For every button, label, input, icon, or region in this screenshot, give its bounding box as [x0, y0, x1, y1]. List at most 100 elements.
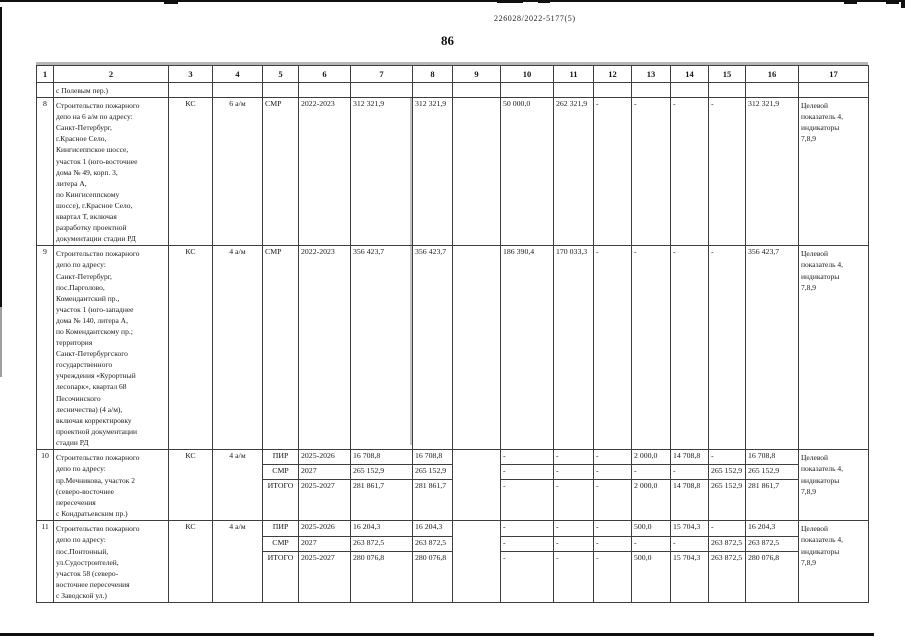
- amount-c7: 312 321,9: [350, 97, 413, 247]
- cont-row-empty-c5: [262, 81, 299, 99]
- customer-code: КС: [168, 449, 213, 522]
- scan-artifact-top-blob-2: [497, 0, 523, 3]
- amount-c13: 500,0: [631, 520, 671, 537]
- cont-row-empty-c17: [798, 81, 869, 99]
- col-header-14: 14: [670, 65, 709, 83]
- period: 2022-2023: [298, 97, 351, 247]
- amount-c10: -: [500, 449, 554, 466]
- cont-row-empty-c8: [412, 81, 453, 99]
- amount-c11: 262 321,9: [553, 97, 594, 247]
- cont-row-num: [36, 81, 54, 99]
- amount-c15: 263 872,5: [708, 550, 746, 603]
- table-body: с Полевым пер.) 8 Строительство пожарного …: [36, 81, 869, 603]
- amount-c14: -: [670, 97, 709, 247]
- cont-row-empty-c3: [168, 81, 213, 99]
- customer-code: КС: [168, 97, 213, 247]
- customer-code: КС: [168, 520, 213, 603]
- amount-c8: 356 423,7: [412, 245, 453, 451]
- stage: СМР: [262, 97, 299, 247]
- capacity: 6 а/м: [212, 97, 263, 247]
- cont-row-empty-c15: [708, 81, 746, 99]
- amount-c11: -: [553, 449, 594, 466]
- table-row-11-line-3: ИТОГО 2025-2027 280 076,8 280 076,8- - -500,0…: [37, 550, 869, 603]
- amount-c15: -: [708, 449, 746, 466]
- amount-c14: -: [670, 464, 709, 481]
- target-indicator: Целевой показатель 4, индикаторы 7,8,9: [798, 520, 869, 603]
- cont-row-empty-c12: [593, 81, 632, 99]
- period: 2025-2026: [298, 520, 351, 537]
- amount-c16: 16 708,8: [745, 449, 799, 466]
- object-address: Строительство пожарного депо по адресу: …: [53, 245, 169, 451]
- row-number: 8: [36, 97, 54, 247]
- amount-c16: 356 423,7: [745, 245, 799, 451]
- amount-c8: 16 204,3: [412, 520, 453, 537]
- table-row-10-line-3: ИТОГО 2025-2027 281 861,7 281 861,7- - -2 000…: [37, 479, 869, 522]
- period: 2027: [298, 535, 351, 552]
- capacity: 4 а/м: [212, 245, 263, 451]
- amount-c7: 16 708,8: [350, 449, 413, 466]
- amount-c11: -: [553, 520, 594, 537]
- stage: ПИР: [262, 449, 299, 466]
- amount-c13: -: [631, 245, 671, 451]
- amount-c7: 263 872,5: [350, 535, 413, 552]
- object-address: Строительство пожарного депо по адресу: …: [53, 449, 169, 522]
- amount-c13: 2 000,0: [631, 479, 671, 522]
- table-row-8: 8 Строительство пожарного депо на 6 а/м п…: [36, 97, 869, 247]
- scan-artifact-bottom-line: [0, 633, 874, 636]
- scan-artifact-top-blob-5: [886, 0, 899, 4]
- document-reference: 226028/2022-5177(5): [494, 14, 576, 23]
- scan-artifact-top-blob-4: [844, 0, 857, 4]
- amount-c16: 16 204,3: [745, 520, 799, 537]
- scan-artifact-left-edge: [0, 7, 2, 307]
- amount-c11: -: [553, 479, 594, 522]
- amount-c12: -: [593, 449, 632, 466]
- cont-row-empty-c9: [452, 81, 501, 99]
- col-header-16: 16: [745, 65, 799, 83]
- period: 2027: [298, 464, 351, 481]
- page-number: 86: [441, 33, 454, 48]
- scan-artifact-top-blob-3: [538, 0, 550, 3]
- amount-c11: -: [553, 550, 594, 603]
- col-header-9: 9: [452, 65, 501, 83]
- stage: ИТОГО: [262, 550, 299, 603]
- col-header-3: 3: [168, 65, 213, 83]
- amount-c11: -: [553, 464, 594, 481]
- empty-c9: [452, 520, 501, 603]
- amount-c14: -: [670, 535, 709, 552]
- empty-c9: [452, 97, 501, 247]
- amount-c7: 16 204,3: [350, 520, 413, 537]
- empty-c9: [452, 449, 501, 522]
- amount-c8: 16 708,8: [412, 449, 453, 466]
- period: 2025-2027: [298, 479, 351, 522]
- table-row-11-line-2: СМР 2027 263 872,5 263 872,5- - - - -263 872,5 2…: [37, 535, 869, 552]
- stage: ИТОГО: [262, 479, 299, 522]
- amount-c10: -: [500, 464, 554, 481]
- amount-c15: 263 872,5: [708, 535, 746, 552]
- object-address: Строительство пожарного депо по адресу: …: [53, 520, 169, 603]
- col-header-1: 1: [36, 65, 54, 83]
- amount-c16: 280 076,8: [745, 550, 799, 603]
- table-row-9: 9 Строительство пожарного депо по адресу:…: [36, 245, 869, 451]
- table-row-11-line-1: 11 Строительство пожарного депо по адресу…: [36, 520, 869, 603]
- col-header-5: 5: [262, 65, 299, 83]
- stage: СМР: [262, 245, 299, 451]
- col-header-8: 8: [412, 65, 453, 83]
- amount-c8: 263 872,5: [412, 535, 453, 552]
- amount-c16: 312 321,9: [745, 97, 799, 247]
- amount-c10: 50 000,0: [500, 97, 554, 247]
- amount-c10: 186 390,4: [500, 245, 554, 451]
- amount-c7: 356 423,7: [350, 245, 413, 451]
- amount-c14: 15 704,3: [670, 520, 709, 537]
- amount-c7: 280 076,8: [350, 550, 413, 603]
- capacity: 4 а/м: [212, 520, 263, 603]
- funding-table: 1 2 3 4 5 6 7 8 9 10 11 12 13 14 15 16 17 с Полевым пер.…: [36, 65, 869, 603]
- amount-c12: -: [593, 535, 632, 552]
- amount-c12: -: [593, 97, 632, 247]
- col-header-11: 11: [553, 65, 594, 83]
- amount-c7: 281 861,7: [350, 479, 413, 522]
- amount-c10: -: [500, 550, 554, 603]
- col-header-17: 17: [798, 65, 869, 83]
- row-number: 10: [36, 449, 54, 522]
- amount-c12: -: [593, 550, 632, 603]
